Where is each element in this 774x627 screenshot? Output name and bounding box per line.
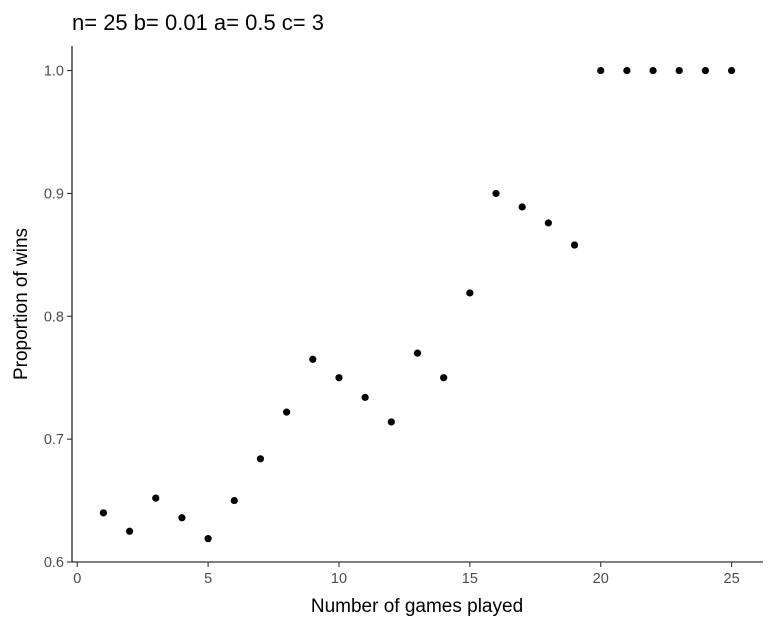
- data-point: [466, 289, 474, 297]
- data-point: [440, 374, 448, 382]
- data-point: [152, 494, 160, 502]
- y-tick-label: 0.8: [44, 309, 64, 325]
- data-point: [597, 66, 605, 75]
- x-tick-label: 15: [462, 571, 478, 587]
- x-axis-label: Number of games played: [311, 596, 523, 617]
- x-tick-label: 10: [331, 571, 347, 587]
- y-tick-label: 0.7: [44, 432, 64, 448]
- y-tick-label: 0.9: [44, 186, 64, 202]
- chart-title: n= 25 b= 0.01 a= 0.5 c= 3: [72, 10, 324, 35]
- data-point: [675, 66, 683, 75]
- y-tick-label: 0.6: [44, 555, 64, 571]
- data-point: [701, 66, 710, 75]
- data-point: [204, 535, 212, 543]
- data-point: [544, 219, 552, 227]
- data-point: [492, 189, 500, 198]
- x-tick-label: 0: [73, 571, 81, 587]
- data-point: [335, 374, 343, 382]
- x-tick-label: 5: [204, 571, 212, 587]
- x-axis-ticks: 0 5 10 15 20 25: [73, 562, 740, 587]
- x-tick-label: 25: [724, 571, 740, 587]
- y-axis-label: Proportion of wins: [11, 228, 32, 380]
- y-axis-ticks: 0.6 0.7 0.8 0.9 1.0: [44, 64, 72, 571]
- data-point: [570, 241, 579, 249]
- data-point: [178, 514, 186, 522]
- data-point: [99, 509, 108, 517]
- data-point: [256, 455, 265, 463]
- data-point: [413, 349, 422, 357]
- data-points: [99, 66, 736, 543]
- data-point: [518, 203, 526, 211]
- data-point: [361, 393, 369, 401]
- data-point: [309, 355, 317, 363]
- data-point: [727, 66, 736, 75]
- data-point: [623, 66, 631, 75]
- data-point: [283, 408, 291, 416]
- y-tick-label: 1.0: [44, 64, 64, 80]
- data-point: [649, 66, 657, 75]
- data-point: [125, 527, 134, 535]
- data-point: [230, 496, 238, 505]
- x-tick-label: 20: [593, 571, 609, 587]
- data-point: [387, 418, 395, 426]
